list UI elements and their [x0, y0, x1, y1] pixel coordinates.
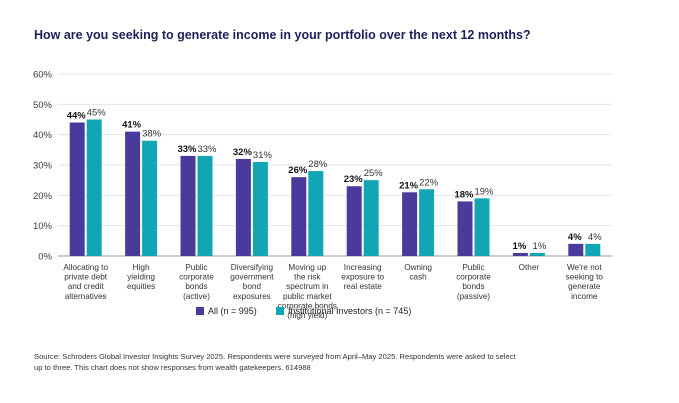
legend: All (n = 995) Institutional Investors (n… — [196, 306, 411, 316]
chart-title: How are you seeking to generate income i… — [34, 28, 531, 42]
y-tick-label: 10% — [33, 221, 53, 232]
category-label-owning-cash: Owning cash — [404, 263, 432, 282]
bar-institutional-other — [529, 252, 545, 256]
bar-institutional-moving-up-the-risk-spectrum-in-public-market-corporate-bonds-high-yield — [308, 171, 324, 256]
bar-all-we-re-not-seeking-to-generate-income-value-label: 4% — [568, 232, 582, 243]
bar-all-public-corporate-bonds-passive — [457, 201, 473, 256]
bar-institutional-we-re-not-seeking-to-generate-income — [585, 243, 601, 256]
bar-institutional-allocating-to-private-debt-and-credit-alternatives — [86, 119, 102, 256]
bar-all-public-corporate-bonds-active-value-label: 33% — [177, 144, 197, 155]
y-tick-label: 20% — [33, 191, 53, 202]
category-label-allocating-to-private-debt-and-credit-alternatives: Allocating to private debt and credit alter… — [63, 263, 108, 301]
category-label-moving-up-the-risk-spectrum-in-public-market-corporate-bonds-high-yield: Moving up the risk spectrum in public marke… — [278, 263, 337, 320]
bar-all-diversifying-government-bond-exposures-value-label: 32% — [233, 147, 253, 158]
bar-all-owning-cash-value-label: 21% — [399, 180, 419, 191]
source-note-line-1: Source: Schroders Global Investor Insigh… — [34, 352, 517, 361]
bar-all-other — [512, 252, 528, 256]
bar-institutional-high-yielding-equities — [142, 140, 158, 256]
bar-all-moving-up-the-risk-spectrum-in-public-market-corporate-bonds-high-yield — [291, 177, 307, 256]
category-label-public-corporate-bonds-active: Public corporate bonds (active) — [179, 263, 214, 301]
bar-all-other-value-label: 1% — [513, 241, 527, 252]
bar-all-allocating-to-private-debt-and-credit-alternatives-value-label: 44% — [67, 111, 87, 122]
data-labels: 44% 45% 41%38% 33% 33% 32% 31% 26%28% 23%25% 21% 2… — [67, 108, 603, 252]
bar-all-high-yielding-equities-value-label: 41% — [122, 120, 142, 131]
bar-institutional-allocating-to-private-debt-and-credit-alternatives-value-label: 45% — [87, 108, 107, 119]
bar-institutional-public-corporate-bonds-active — [197, 155, 213, 256]
bar-institutional-we-re-not-seeking-to-generate-income-value-label: 4% — [588, 232, 602, 243]
bar-institutional-owning-cash-value-label: 22% — [419, 177, 439, 188]
y-axis: 0% 10% 20% 30% 40% 50% 60% — [33, 70, 53, 263]
category-label-increasing-exposure-to-real-estate: Increasing exposure to real estate — [341, 263, 384, 291]
bar-all-increasing-exposure-to-real-estate-value-label: 23% — [344, 174, 364, 185]
bar-all-high-yielding-equities — [125, 131, 141, 256]
bar-all-we-re-not-seeking-to-generate-income — [568, 243, 584, 256]
source-note-line-2: up to three. This chart does not show re… — [34, 363, 311, 372]
legend-swatch-institutional — [276, 307, 284, 315]
bar-all-moving-up-the-risk-spectrum-in-public-market-corporate-bonds-high-yield-value-label: 26% — [288, 165, 308, 176]
bars — [69, 119, 601, 257]
bar-institutional-high-yielding-equities-value-label: 38% — [142, 129, 162, 140]
category-label-high-yielding-equities: High yielding equities — [127, 263, 155, 291]
bar-institutional-other-value-label: 1% — [533, 241, 547, 252]
bar-all-allocating-to-private-debt-and-credit-alternatives — [69, 122, 85, 257]
bar-institutional-public-corporate-bonds-active-value-label: 33% — [197, 144, 217, 155]
legend-label-all: All (n = 995) — [208, 306, 257, 316]
bar-all-owning-cash — [402, 192, 418, 256]
category-label-diversifying-government-bond-exposures: Diversifying government bond exposures — [230, 263, 274, 301]
category-label-we-re-not-seeking-to-generate-income: We're not seeking to generate income — [566, 263, 604, 301]
gridlines — [58, 73, 612, 257]
bar-institutional-owning-cash — [419, 189, 435, 256]
bar-institutional-moving-up-the-risk-spectrum-in-public-market-corporate-bonds-high-yield-value-label: 28% — [308, 159, 328, 170]
bar-institutional-increasing-exposure-to-real-estate — [363, 180, 379, 256]
y-tick-label: 50% — [33, 100, 53, 111]
bar-all-diversifying-government-bond-exposures — [235, 158, 251, 256]
bar-all-public-corporate-bonds-active — [180, 155, 196, 256]
x-axis-labels: Allocating to private debt and credit alter… — [63, 263, 603, 320]
category-label-public-corporate-bonds-passive: Public corporate bonds (passive) — [456, 263, 491, 301]
y-tick-label: 40% — [33, 130, 53, 141]
category-label-other: Other — [519, 263, 540, 272]
bar-institutional-increasing-exposure-to-real-estate-value-label: 25% — [364, 168, 384, 179]
y-tick-label: 0% — [38, 252, 52, 263]
bar-institutional-public-corporate-bonds-passive-value-label: 19% — [474, 186, 494, 197]
bar-institutional-diversifying-government-bond-exposures-value-label: 31% — [253, 150, 273, 161]
legend-label-institutional: Institutional Investors (n = 745) — [288, 306, 411, 316]
bar-institutional-diversifying-government-bond-exposures — [252, 161, 268, 256]
legend-swatch-all — [196, 307, 204, 315]
y-tick-label: 30% — [33, 161, 53, 172]
bar-institutional-public-corporate-bonds-passive — [474, 198, 490, 256]
bar-all-increasing-exposure-to-real-estate — [346, 186, 362, 256]
y-tick-label: 60% — [33, 70, 53, 81]
bar-all-public-corporate-bonds-passive-value-label: 18% — [454, 189, 474, 200]
